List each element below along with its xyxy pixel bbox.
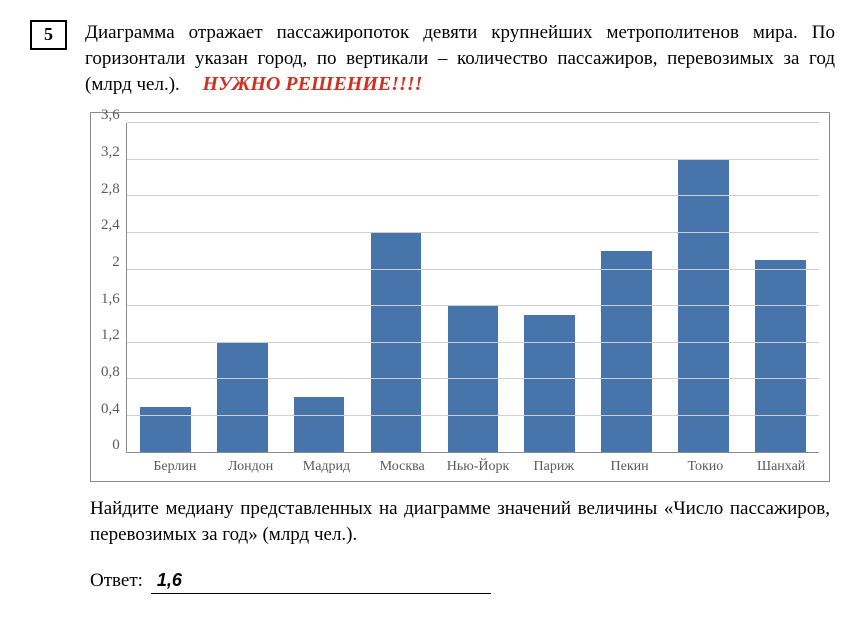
bar <box>294 397 345 452</box>
grid-line <box>127 159 819 160</box>
grid-line <box>127 305 819 306</box>
grid-line <box>127 269 819 270</box>
x-axis-label: Берлин <box>137 453 213 475</box>
bar <box>678 160 729 452</box>
problem-text-main: Диаграмма отражает пассажиропоток девяти… <box>85 22 835 95</box>
x-axis: БерлинЛондонМадридМоскваНью-ЙоркПарижПек… <box>137 453 819 475</box>
y-axis: 3,63,22,82,421,61,20,80,40 <box>101 123 126 453</box>
x-axis-label: Лондон <box>213 453 289 475</box>
x-axis-label: Шанхай <box>743 453 819 475</box>
x-axis-label: Москва <box>364 453 440 475</box>
bar <box>217 343 268 453</box>
bar-slot <box>127 123 204 452</box>
grid-line <box>127 342 819 343</box>
x-axis-label: Париж <box>516 453 592 475</box>
x-axis-label: Нью-Йорк <box>440 453 516 475</box>
x-axis-label: Пекин <box>592 453 668 475</box>
bar-slot <box>204 123 281 452</box>
question-number-box: 5 <box>30 20 67 50</box>
bar <box>140 407 191 453</box>
plot-area <box>126 123 819 453</box>
problem-statement: Диаграмма отражает пассажиропоток девяти… <box>85 20 835 98</box>
bars-layer <box>127 123 819 452</box>
bar-slot <box>588 123 665 452</box>
need-solution-annotation: НУЖНО РЕШЕНИЕ!!!! <box>203 73 423 95</box>
bar-slot <box>281 123 358 452</box>
bar-chart-container: 3,63,22,82,421,61,20,80,40 БерлинЛондонМ… <box>90 112 830 482</box>
x-axis-label: Мадрид <box>289 453 365 475</box>
answer-row: Ответ: 1,6 <box>90 570 835 594</box>
answer-label: Ответ: <box>90 570 143 592</box>
grid-line <box>127 232 819 233</box>
grid-line <box>127 122 819 123</box>
question-prompt: Найдите медиану представленных на диагра… <box>90 496 830 547</box>
bar-slot <box>742 123 819 452</box>
grid-line <box>127 195 819 196</box>
bar <box>755 260 806 452</box>
grid-line <box>127 415 819 416</box>
bar <box>524 315 575 452</box>
bar-slot <box>434 123 511 452</box>
answer-value: 1,6 <box>151 570 491 594</box>
bar-slot <box>358 123 435 452</box>
grid-line <box>127 378 819 379</box>
chart-body: 3,63,22,82,421,61,20,80,40 <box>101 123 819 453</box>
bar <box>601 251 652 452</box>
x-axis-label: Токио <box>667 453 743 475</box>
bar <box>448 306 499 452</box>
bar-slot <box>511 123 588 452</box>
bar-slot <box>665 123 742 452</box>
